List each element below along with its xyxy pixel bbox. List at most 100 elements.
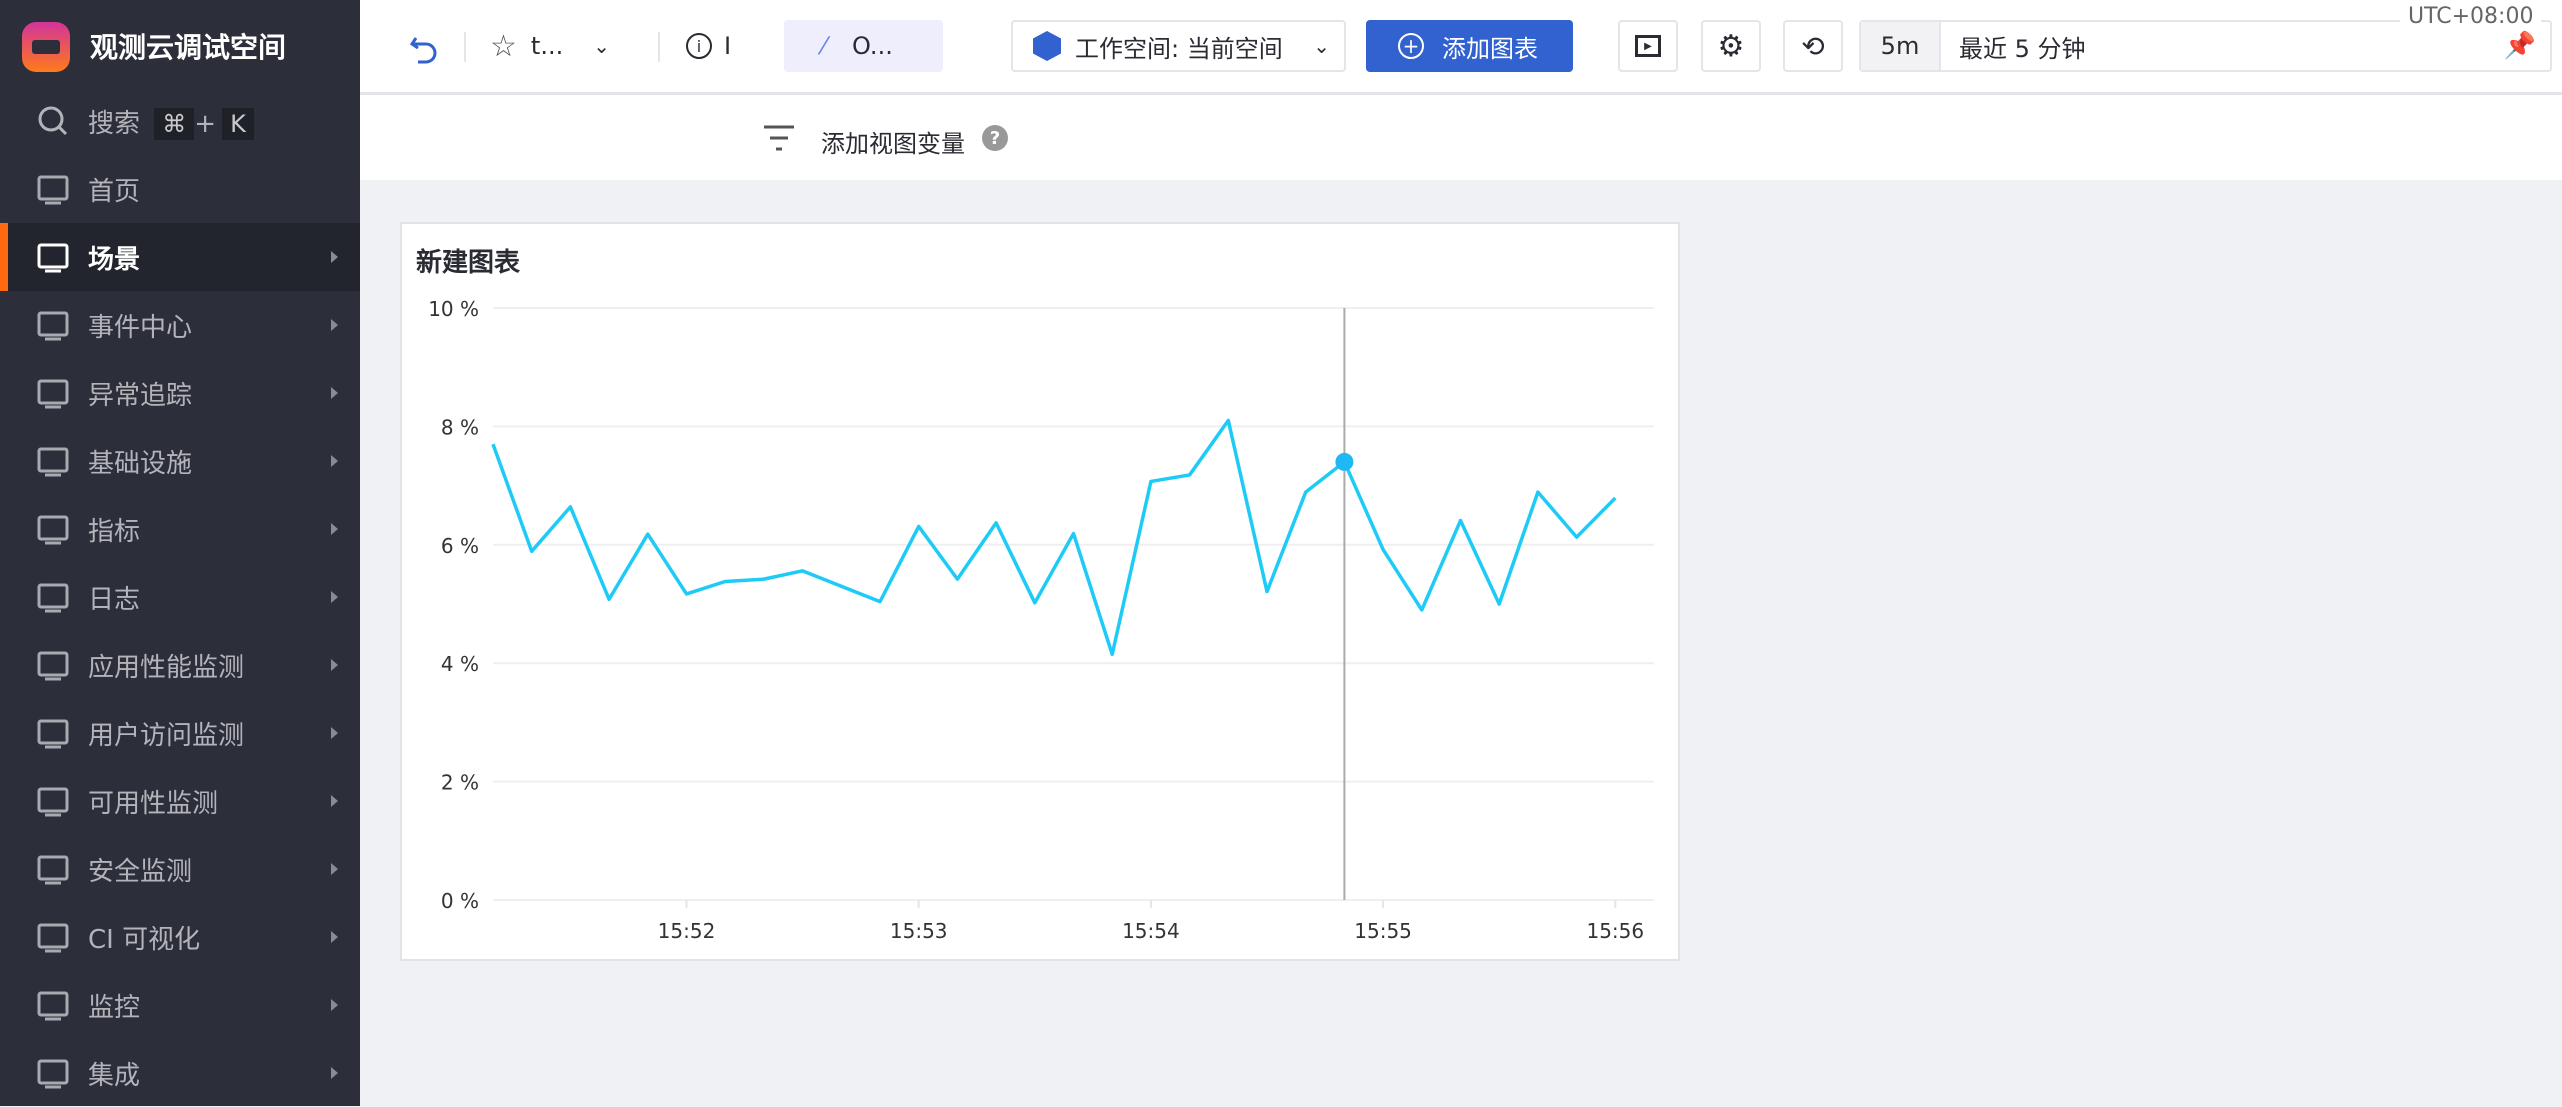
chevron-right-icon <box>331 999 338 1011</box>
sidebar-item[interactable]: 监控 <box>0 971 360 1039</box>
chevron-right-icon <box>331 795 338 807</box>
plus-circle-icon: + <box>1398 33 1424 59</box>
sidebar-item[interactable]: 应用性能监测 <box>0 631 360 699</box>
chevron-right-icon <box>331 319 338 331</box>
monitor-icon <box>37 243 69 273</box>
pipeline-icon <box>37 923 69 953</box>
dashboard-name: t... <box>530 32 564 60</box>
chevron-right-icon <box>331 659 338 671</box>
y-tick-label: 6 % <box>441 534 479 558</box>
info-label: I <box>724 32 732 60</box>
x-tick-label: 15:52 <box>658 919 716 943</box>
add-chart-label: 添加图表 <box>1442 34 1538 63</box>
timezone-label[interactable]: UTC+08:00 <box>2400 4 2542 29</box>
y-tick-label: 4 % <box>441 652 479 676</box>
star-icon: ☆ <box>490 28 517 64</box>
sidebar-item[interactable]: 用户访问监测 <box>0 699 360 767</box>
sidebar-item-label: 集成 <box>88 1060 141 1091</box>
calendar-icon <box>37 311 69 341</box>
sidebar-item[interactable]: CI 可视化 <box>0 903 360 971</box>
search-item[interactable]: 搜索 ⌘ + K <box>0 87 360 155</box>
undo-icon[interactable] <box>408 20 442 72</box>
sidebar-item[interactable]: 指标 <box>0 495 360 563</box>
sparkle-icon: ⁄ <box>822 32 827 60</box>
chevron-right-icon <box>331 251 338 263</box>
chevron-down-icon[interactable]: ⌄ <box>593 34 610 58</box>
search-icon <box>38 106 68 136</box>
settings-button[interactable]: ⚙ <box>1701 20 1761 72</box>
sidebar: 观测云调试空间 搜索 ⌘ + K 首页场景事件中心异常追踪基础设施 指标日志应用性能监… <box>0 0 360 1106</box>
chevron-right-icon <box>331 455 338 467</box>
sidebar-item[interactable]: 场景 <box>0 223 360 291</box>
x-tick-label: 15:54 <box>1122 919 1180 943</box>
sidebar-item-label: CI 可视化 <box>88 924 201 955</box>
present-button[interactable]: ▶ <box>1618 20 1678 72</box>
ai-button[interactable]: ⁄ O... <box>784 20 943 72</box>
sidebar-item-label: 安全监测 <box>88 856 193 887</box>
sidebar-item[interactable]: 可用性监测 <box>0 767 360 835</box>
add-variable-link[interactable]: 添加视图变量 <box>821 130 965 158</box>
workspace-name[interactable]: 观测云调试空间 <box>90 31 287 64</box>
sidebar-item-label: 应用性能监测 <box>88 652 245 683</box>
sidebar-item-label: 首页 <box>88 176 141 207</box>
chevron-right-icon <box>331 727 338 739</box>
ai-label: O... <box>852 32 893 60</box>
workspace-select[interactable]: 工作空间: 当前空间 ⌄ <box>1011 20 1346 72</box>
log-search-icon <box>37 583 69 613</box>
sidebar-item[interactable]: 异常追踪 <box>0 359 360 427</box>
sidebar-item-label: 事件中心 <box>88 312 193 343</box>
divider <box>658 32 660 62</box>
camera-icon <box>37 991 69 1021</box>
metrics-icon <box>37 515 69 545</box>
time-shortcut[interactable]: 5m <box>1861 22 1941 70</box>
sidebar-item-label: 用户访问监测 <box>88 720 245 751</box>
sidebar-item[interactable]: 日志 <box>0 563 360 631</box>
workspace-label: 工作空间: 当前空间 <box>1075 34 1283 63</box>
time-range-label: 最近 5 分钟 <box>1959 34 2086 63</box>
history-button[interactable]: ⟲ <box>1783 20 1843 72</box>
shield-plus-icon <box>37 855 69 885</box>
scan-alert-icon <box>37 379 69 409</box>
shortcut-key: ⌘ <box>154 107 195 140</box>
x-tick-label: 15:56 <box>1586 919 1644 943</box>
chevron-right-icon <box>331 931 338 943</box>
search-label: 搜索 <box>88 108 141 139</box>
info-button[interactable]: i I <box>686 20 731 72</box>
chevron-right-icon <box>331 523 338 535</box>
divider <box>464 32 466 62</box>
time-picker[interactable]: 5m 最近 5 分钟 📌 <box>1859 20 2552 72</box>
filter-icon[interactable] <box>762 123 796 155</box>
hexagons-icon <box>37 447 69 477</box>
chevron-right-icon <box>331 863 338 875</box>
shortcut-plus: + <box>194 108 217 139</box>
sidebar-item[interactable]: 基础设施 <box>0 427 360 495</box>
sidebar-item-label: 场景 <box>88 244 141 275</box>
chevron-right-icon <box>331 1067 338 1079</box>
shortcut-key: K <box>222 107 254 140</box>
chevron-right-icon <box>331 591 338 603</box>
line-chart[interactable]: 0 % 2 % 4 % 6 % 8 % 10 % 15:52 15:53 15:54 15:55 1… <box>402 224 1682 963</box>
chart-panel[interactable]: 新建图表 0 % 2 % 4 % 6 % 8 % 10 % 15:52 15:53 15:54 1… <box>400 222 1680 961</box>
grid-circles-icon <box>37 719 69 749</box>
sidebar-item-label: 监控 <box>88 992 141 1023</box>
sidebar-item[interactable]: 集成 <box>0 1039 360 1107</box>
chevron-down-icon: ⌄ <box>1313 34 1330 58</box>
y-tick-label: 10 % <box>428 297 479 321</box>
favorite-dashboard[interactable]: ☆ t... ⌄ <box>490 20 610 72</box>
sidebar-item[interactable]: 安全监测 <box>0 835 360 903</box>
sidebar-item[interactable]: 事件中心 <box>0 291 360 359</box>
data-point <box>1335 452 1354 471</box>
sidebar-item[interactable]: 首页 <box>0 155 360 223</box>
probe-icon <box>37 787 69 817</box>
sidebar-item-label: 日志 <box>88 584 141 615</box>
info-icon: i <box>686 33 712 59</box>
y-tick-label: 8 % <box>441 415 479 439</box>
x-tick-label: 15:53 <box>890 919 948 943</box>
y-tick-label: 2 % <box>441 771 479 795</box>
add-chart-button[interactable]: + 添加图表 <box>1366 20 1573 72</box>
home-icon <box>37 175 69 205</box>
history-icon: ⟲ <box>1801 29 1825 63</box>
pin-icon[interactable]: 📌 <box>2503 31 2536 61</box>
help-icon[interactable]: ? <box>982 125 1008 151</box>
sidebar-item-label: 异常追踪 <box>88 380 193 411</box>
